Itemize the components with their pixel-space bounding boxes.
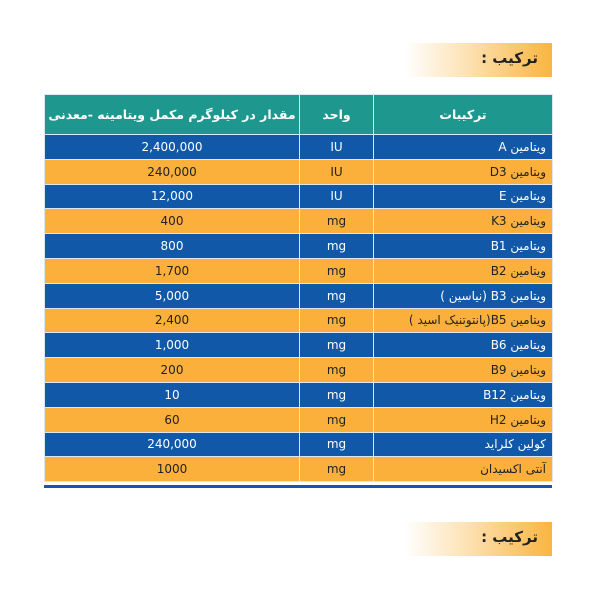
table-row: ویتامین B6 mg 1,000	[44, 332, 553, 359]
ingredient-cell: ویتامین B5(پانتوتنیک اسید )	[373, 307, 553, 334]
ingredient-cell: ویتامین A	[373, 134, 553, 160]
amount-cell: 2,400,000	[44, 134, 300, 160]
table-row: ویتامین D3 IU 240,000	[44, 158, 553, 185]
composition-table: ترکیبات واحد مقدار در کیلوگرم مکمل ویتام…	[44, 94, 553, 483]
amount-cell: 200	[44, 357, 300, 383]
amount-cell: 60	[44, 406, 300, 433]
ingredient-cell: ویتامین D3	[373, 158, 553, 185]
section-title-bottom: ترکیب :	[481, 528, 538, 546]
amount-cell: 5,000	[44, 282, 300, 309]
ingredient-cell: ویتامین E	[373, 183, 553, 210]
unit-cell: mg	[299, 456, 374, 483]
unit-cell: mg	[299, 282, 374, 309]
unit-cell: mg	[299, 332, 374, 359]
unit-cell: mg	[299, 357, 374, 383]
table-row: ویتامین B2 mg 1,700	[44, 257, 553, 284]
table-row: ویتامین B3 (نیاسین ) mg 5,000	[44, 282, 553, 309]
table-bottom-strip	[44, 485, 552, 488]
ingredient-cell: ویتامین B12	[373, 381, 553, 408]
ingredient-cell: ویتامین B3 (نیاسین )	[373, 282, 553, 309]
unit-cell: mg	[299, 431, 374, 458]
section-title-banner: ترکیب :	[405, 43, 552, 77]
amount-cell: 240,000	[44, 431, 300, 458]
table-row: ویتامین B5(پانتوتنیک اسید ) mg 2,400	[44, 307, 553, 334]
amount-cell: 10	[44, 381, 300, 408]
ingredient-cell: آنتی اکسیدان	[373, 456, 553, 483]
ingredient-cell: ویتامین B1	[373, 233, 553, 259]
table-row: ویتامین B9 mg 200	[44, 357, 553, 383]
unit-cell: IU	[299, 134, 374, 160]
header-amount: مقدار در کیلوگرم مکمل ویتامینه -معدنی	[44, 94, 300, 135]
amount-cell: 12,000	[44, 183, 300, 210]
amount-cell: 1000	[44, 456, 300, 483]
ingredient-cell: کولین کلراید	[373, 431, 553, 458]
unit-cell: mg	[299, 233, 374, 259]
table-header-row: ترکیبات واحد مقدار در کیلوگرم مکمل ویتام…	[44, 94, 553, 135]
amount-cell: 800	[44, 233, 300, 259]
table-row: آنتی اکسیدان mg 1000	[44, 456, 553, 483]
unit-cell: mg	[299, 307, 374, 334]
amount-cell: 2,400	[44, 307, 300, 334]
ingredient-cell: ویتامین B2	[373, 257, 553, 284]
section-title: ترکیب :	[481, 49, 538, 67]
table-row: ویتامین B12 mg 10	[44, 381, 553, 408]
unit-cell: mg	[299, 257, 374, 284]
table-row: ویتامین E IU 12,000	[44, 183, 553, 210]
ingredient-cell: ویتامین H2	[373, 406, 553, 433]
amount-cell: 400	[44, 208, 300, 235]
unit-cell: mg	[299, 406, 374, 433]
header-unit: واحد	[299, 94, 374, 135]
table-row: ویتامین B1 mg 800	[44, 233, 553, 259]
unit-cell: IU	[299, 183, 374, 210]
amount-cell: 1,000	[44, 332, 300, 359]
table-row: ویتامین K3 mg 400	[44, 208, 553, 235]
ingredient-cell: ویتامین B9	[373, 357, 553, 383]
ingredient-cell: ویتامین K3	[373, 208, 553, 235]
unit-cell: mg	[299, 381, 374, 408]
section-title-banner-bottom: ترکیب :	[405, 522, 552, 556]
table-row: کولین کلراید mg 240,000	[44, 431, 553, 458]
amount-cell: 1,700	[44, 257, 300, 284]
unit-cell: mg	[299, 208, 374, 235]
amount-cell: 240,000	[44, 158, 300, 185]
ingredient-cell: ویتامین B6	[373, 332, 553, 359]
table-row: ویتامین H2 mg 60	[44, 406, 553, 433]
table-row: ویتامین A IU 2,400,000	[44, 134, 553, 160]
unit-cell: IU	[299, 158, 374, 185]
header-ingredients: ترکیبات	[373, 94, 553, 135]
